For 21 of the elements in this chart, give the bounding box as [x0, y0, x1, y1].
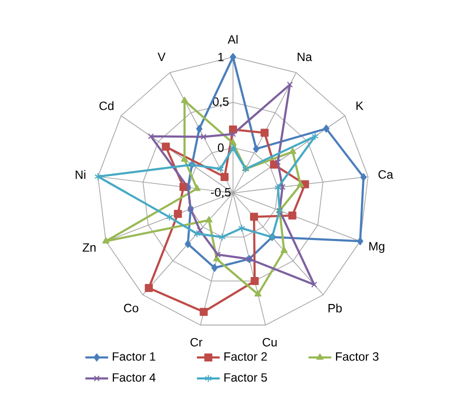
spoke-label: Pb [328, 304, 342, 312]
spoke-label: Mg [369, 242, 384, 253]
spoke-label: Al [228, 34, 238, 44]
legend-label: Factor 1 [112, 352, 156, 361]
spoke-label: Ni [76, 170, 86, 179]
spoke-label: Ca [378, 170, 394, 179]
spoke-label: Cu [262, 338, 277, 346]
spoke-label: Na [298, 52, 312, 62]
spoke-label: Cd [99, 101, 114, 110]
legend-label: Factor 4 [112, 373, 156, 382]
legend-label: Factor 5 [224, 373, 267, 382]
spoke-label: K [356, 102, 364, 110]
legend-label: Factor 3 [336, 352, 378, 361]
spoke-label: V [158, 52, 166, 62]
y-tick-label: -0,5 [210, 188, 231, 198]
legend-label: Factor 2 [224, 352, 267, 361]
spoke-label: Zn [82, 243, 96, 252]
y-tick-label: 0 [218, 143, 224, 152]
spoke-label: Cr [190, 338, 202, 346]
y-tick-label: 1 [218, 52, 224, 62]
spoke-label: Co [124, 304, 138, 312]
